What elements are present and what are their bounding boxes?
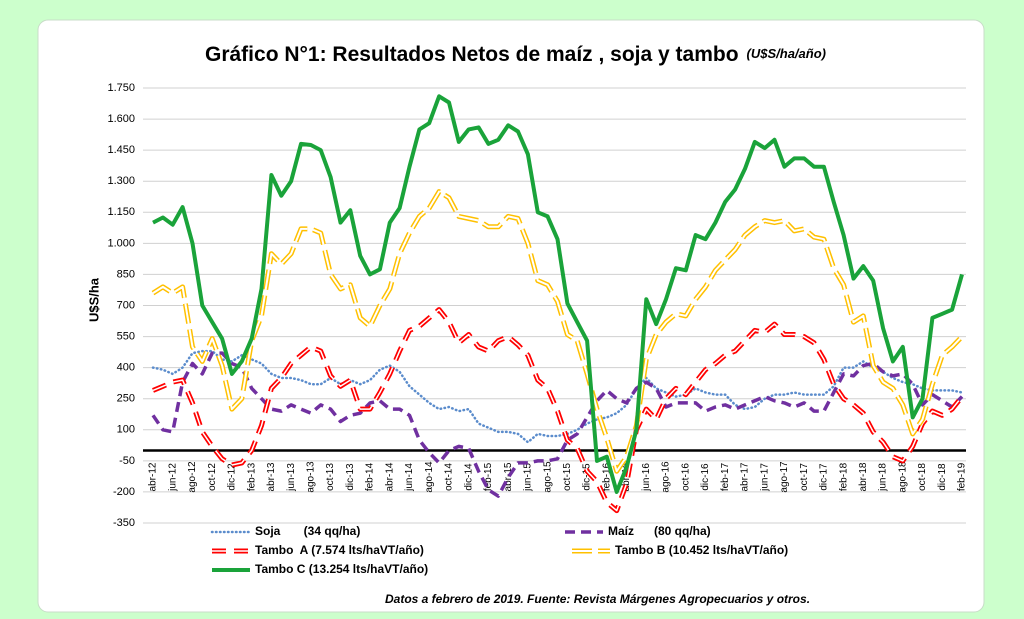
y-tick-label: 700 xyxy=(117,299,135,311)
x-tick-label: oct-16 xyxy=(680,463,691,491)
y-tick-label: 1.300 xyxy=(107,175,135,187)
x-tick-label: abr-18 xyxy=(858,462,869,491)
x-tick-label: ago-13 xyxy=(305,461,316,493)
x-tick-label: ago-15 xyxy=(542,461,553,493)
x-tick-label: ago-16 xyxy=(661,461,672,493)
x-tick-label: oct-13 xyxy=(325,463,336,491)
y-tick-label: 550 xyxy=(117,330,135,342)
x-tick-label: feb-18 xyxy=(838,462,849,491)
legend-label: Tambo C (13.254 lts/haVT/año) xyxy=(255,562,428,576)
legend-label: Maíz (80 qq/ha) xyxy=(608,524,711,538)
chart-subtitle: (U$S/ha/año) xyxy=(747,46,826,61)
y-axis-label: U$S/ha xyxy=(86,277,101,322)
x-tick-label: dic-18 xyxy=(937,463,948,491)
x-tick-label: feb-15 xyxy=(483,462,494,491)
legend-label: Tambo A (7.574 lts/haVT/año) xyxy=(255,543,424,557)
x-tick-label: feb-14 xyxy=(365,462,376,491)
x-tick-label: jun-14 xyxy=(404,463,415,492)
y-tick-label: 1.150 xyxy=(107,206,135,218)
y-tick-label: -350 xyxy=(113,517,135,529)
y-tick-label: 250 xyxy=(117,393,135,405)
x-tick-label: oct-12 xyxy=(207,463,218,491)
y-tick-label: 1.750 xyxy=(107,82,135,94)
y-tick-label: 850 xyxy=(117,268,135,280)
y-tick-label: 400 xyxy=(117,362,135,374)
x-tick-label: oct-15 xyxy=(562,463,573,491)
source-note: Datos a febrero de 2019. Fuente: Revista… xyxy=(385,592,810,606)
x-tick-label: dic-12 xyxy=(227,463,238,491)
x-tick-label: abr-14 xyxy=(384,462,395,491)
chart-area xyxy=(37,19,985,613)
series-line-core xyxy=(152,308,963,512)
x-tick-label: abr-15 xyxy=(503,462,514,491)
series-line xyxy=(152,94,964,494)
x-tick-label: feb-16 xyxy=(601,462,612,491)
y-tick-label: 1.450 xyxy=(107,144,135,156)
legend-label: Soja (34 qq/ha) xyxy=(255,524,360,538)
x-tick-label: oct-18 xyxy=(917,463,928,491)
x-tick-label: feb-13 xyxy=(246,462,257,491)
x-tick-label: ago-14 xyxy=(424,461,435,493)
x-tick-label: jun-15 xyxy=(523,463,534,492)
y-tick-label: 1.000 xyxy=(107,237,135,249)
y-tick-label: -200 xyxy=(113,486,135,498)
x-tick-label: feb-17 xyxy=(720,462,731,491)
x-tick-label: jun-18 xyxy=(878,463,889,492)
x-tick-label: jun-17 xyxy=(759,463,770,492)
x-tick-label: dic-14 xyxy=(463,463,474,491)
legend-label: Tambo B (10.452 lts/haVT/año) xyxy=(615,543,788,557)
x-tick-label: oct-14 xyxy=(444,463,455,491)
chart-title-group: Gráfico N°1: Resultados Netos de maíz , … xyxy=(205,43,826,66)
x-tick-label: jun-16 xyxy=(641,463,652,492)
series-line xyxy=(151,351,964,498)
y-tick-label: 1.600 xyxy=(107,113,135,125)
x-tick-label: dic-16 xyxy=(700,463,711,491)
x-tick-label: dic-17 xyxy=(819,463,830,491)
chart-title: Gráfico N°1: Resultados Netos de maíz , … xyxy=(205,43,739,66)
x-tick-label: feb-19 xyxy=(957,462,968,491)
x-tick-label: ago-12 xyxy=(187,461,198,493)
x-tick-label: abr-17 xyxy=(740,462,751,491)
x-tick-label: dic-13 xyxy=(345,463,356,491)
y-tick-label: 100 xyxy=(117,424,135,436)
x-tick-label: oct-17 xyxy=(799,463,810,491)
x-tick-label: ago-18 xyxy=(897,461,908,493)
x-tick-label: abr-13 xyxy=(266,462,277,491)
x-tick-label: dic-15 xyxy=(582,463,593,491)
y-tick-label: -50 xyxy=(119,455,135,467)
series-line xyxy=(151,349,964,444)
series-line-core xyxy=(152,190,963,473)
x-tick-label: jun-13 xyxy=(286,463,297,492)
x-tick-label: ago-17 xyxy=(779,461,790,493)
x-tick-label: abr-12 xyxy=(148,462,159,491)
x-tick-label: jun-12 xyxy=(167,463,178,492)
